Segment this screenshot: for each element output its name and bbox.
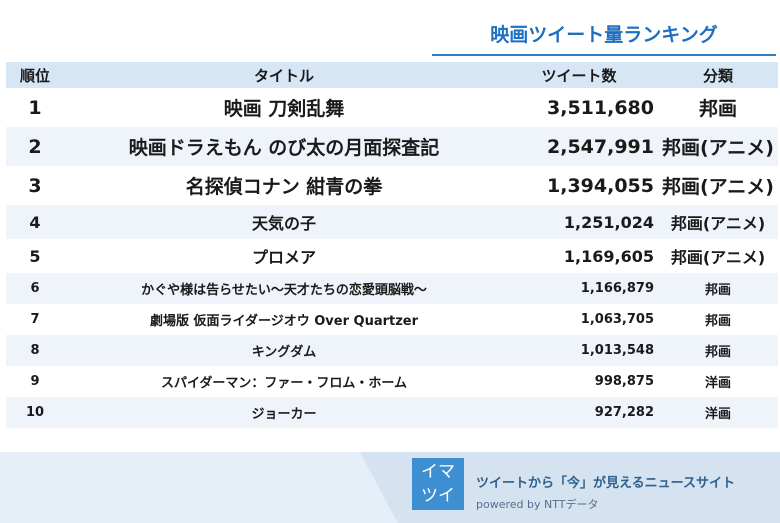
table-row: 2 映画ドラえもん のび太の月面探査記 2,547,991 邦画(アニメ) bbox=[6, 127, 778, 166]
category-cell: 邦画 bbox=[658, 335, 778, 366]
ranking-card: 映画ツイート量ランキング 順位 タイトル ツイート数 分類 1 映画 刀剣乱舞 … bbox=[0, 0, 780, 452]
count-cell: 3,511,680 bbox=[504, 88, 658, 127]
rank-cell: 10 bbox=[6, 397, 64, 428]
category-cell: 邦画(アニメ) bbox=[658, 205, 778, 239]
ranking-title: 映画ツイート量ランキング bbox=[432, 12, 776, 56]
title-cell: 名探偵コナン 紺青の拳 bbox=[64, 166, 504, 205]
category-cell: 洋画 bbox=[658, 397, 778, 428]
table-row: 1 映画 刀剣乱舞 3,511,680 邦画 bbox=[6, 88, 778, 127]
title-cell: 映画ドラえもん のび太の月面探査記 bbox=[64, 127, 504, 166]
logo-line-2: ツイ bbox=[421, 486, 455, 506]
table-row: 3 名探偵コナン 紺青の拳 1,394,055 邦画(アニメ) bbox=[6, 166, 778, 205]
powered-by-text: powered by NTTデータ bbox=[476, 498, 599, 511]
count-cell: 1,394,055 bbox=[504, 166, 658, 205]
title-cell: ジョーカー bbox=[64, 397, 504, 428]
title-cell: キングダム bbox=[64, 335, 504, 366]
header-count: ツイート数 bbox=[504, 62, 658, 88]
rank-cell: 4 bbox=[6, 205, 64, 239]
count-cell: 998,875 bbox=[504, 366, 658, 397]
rank-cell: 5 bbox=[6, 239, 64, 273]
count-cell: 2,547,991 bbox=[504, 127, 658, 166]
rank-cell: 9 bbox=[6, 366, 64, 397]
table-header-row: 順位 タイトル ツイート数 分類 bbox=[6, 62, 778, 88]
rank-cell: 1 bbox=[6, 88, 64, 127]
count-cell: 1,063,705 bbox=[504, 304, 658, 335]
rank-cell: 7 bbox=[6, 304, 64, 335]
rank-cell: 2 bbox=[6, 127, 64, 166]
imatsui-logo[interactable]: イマ ツイ bbox=[412, 458, 464, 510]
header-category: 分類 bbox=[658, 62, 778, 88]
table-row: 4 天気の子 1,251,024 邦画(アニメ) bbox=[6, 205, 778, 239]
rank-cell: 3 bbox=[6, 166, 64, 205]
table-row: 7 劇場版 仮面ライダージオウ Over Quartzer 1,063,705 … bbox=[6, 304, 778, 335]
table-row: 6 かぐや様は告らせたい〜天才たちの恋愛頭脳戦〜 1,166,879 邦画 bbox=[6, 273, 778, 304]
count-cell: 1,251,024 bbox=[504, 205, 658, 239]
rank-cell: 6 bbox=[6, 273, 64, 304]
logo-line-1: イマ bbox=[421, 462, 455, 482]
title-cell: 映画 刀剣乱舞 bbox=[64, 88, 504, 127]
count-cell: 1,166,879 bbox=[504, 273, 658, 304]
category-cell: 邦画(アニメ) bbox=[658, 166, 778, 205]
table-row: 10 ジョーカー 927,282 洋画 bbox=[6, 397, 778, 428]
table-row: 8 キングダム 1,013,548 邦画 bbox=[6, 335, 778, 366]
category-cell: 邦画 bbox=[658, 88, 778, 127]
title-cell: 劇場版 仮面ライダージオウ Over Quartzer bbox=[64, 304, 504, 335]
title-cell: スパイダーマン：ファー・フロム・ホーム bbox=[64, 366, 504, 397]
category-cell: 邦画(アニメ) bbox=[658, 239, 778, 273]
category-cell: 邦画(アニメ) bbox=[658, 127, 778, 166]
ranking-table: 順位 タイトル ツイート数 分類 1 映画 刀剣乱舞 3,511,680 邦画 … bbox=[6, 62, 778, 428]
count-cell: 927,282 bbox=[504, 397, 658, 428]
title-cell: 天気の子 bbox=[64, 205, 504, 239]
table-row: 5 プロメア 1,169,605 邦画(アニメ) bbox=[6, 239, 778, 273]
table-row: 9 スパイダーマン：ファー・フロム・ホーム 998,875 洋画 bbox=[6, 366, 778, 397]
rank-cell: 8 bbox=[6, 335, 64, 366]
count-cell: 1,013,548 bbox=[504, 335, 658, 366]
title-cell: かぐや様は告らせたい〜天才たちの恋愛頭脳戦〜 bbox=[64, 273, 504, 304]
category-cell: 洋画 bbox=[658, 366, 778, 397]
header-title: タイトル bbox=[64, 62, 504, 88]
category-cell: 邦画 bbox=[658, 304, 778, 335]
title-cell: プロメア bbox=[64, 239, 504, 273]
header-rank: 順位 bbox=[6, 62, 64, 88]
category-cell: 邦画 bbox=[658, 273, 778, 304]
footer-tagline: ツイートから「今」が見えるニュースサイト bbox=[476, 476, 735, 491]
count-cell: 1,169,605 bbox=[504, 239, 658, 273]
